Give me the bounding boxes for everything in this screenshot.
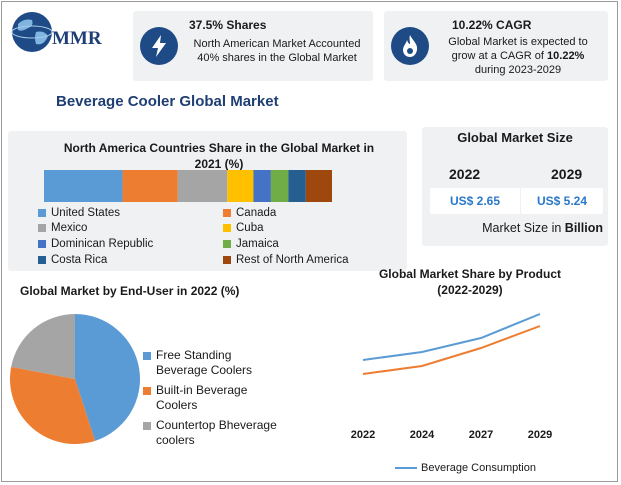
x-tick-2022: 2022 bbox=[350, 429, 376, 441]
bar-segment-dominican-republic bbox=[253, 170, 271, 202]
bar-segment-costa-rica bbox=[288, 170, 306, 202]
logo-text: MMR bbox=[52, 28, 102, 49]
country-share-title: North America Countries Share in the Glo… bbox=[63, 141, 375, 171]
pie-slice-2 bbox=[11, 314, 75, 379]
line-legend-swatch bbox=[395, 467, 417, 469]
legend-mexico: Mexico bbox=[38, 222, 87, 234]
pie-slice-0 bbox=[75, 314, 140, 441]
stat-card-shares: 37.5% Shares North American Market Accou… bbox=[133, 11, 373, 81]
end-user-title: Global Market by End-User in 2022 (%) bbox=[20, 284, 240, 298]
swatch bbox=[223, 240, 231, 248]
swatch bbox=[143, 387, 151, 395]
globe-icon bbox=[11, 12, 53, 52]
line-series-1 bbox=[362, 325, 541, 375]
country-share-bar-chart bbox=[44, 170, 332, 202]
stat-cagr-text: Global Market is expected to grow at a C… bbox=[448, 36, 588, 76]
legend-cuba: Cuba bbox=[223, 222, 264, 234]
bar-segment-mexico bbox=[177, 170, 228, 202]
year-2029: 2029 bbox=[551, 166, 583, 182]
bar-segment-united-states bbox=[44, 170, 123, 202]
swatch bbox=[143, 352, 151, 360]
pie-slice-1 bbox=[9, 366, 96, 444]
stat-card-cagr: 10.22% CAGR Global Market is expected to… bbox=[384, 11, 608, 81]
bar-segment-canada bbox=[122, 170, 178, 202]
line-legend: Beverage Consumption bbox=[395, 462, 536, 474]
product-share-line-chart bbox=[362, 313, 541, 375]
swatch bbox=[143, 422, 151, 430]
stat-shares-text: North American Market Accounted 40% shar… bbox=[193, 38, 361, 64]
market-size-unit-note: Market Size in Billion bbox=[482, 221, 603, 235]
swatch bbox=[223, 224, 231, 232]
bar-segment-cuba bbox=[227, 170, 254, 202]
product-share-title: Global Market Share by Product (2022-202… bbox=[378, 267, 562, 297]
legend-jamaica: Jamaica bbox=[223, 238, 279, 250]
swatch bbox=[38, 224, 46, 232]
pie-legend-built-in: Built-in Beverage Coolers bbox=[143, 383, 266, 413]
stat-shares-title: 37.5% Shares bbox=[189, 18, 267, 32]
swatch bbox=[223, 256, 231, 264]
stat-cagr-title: 10.22% CAGR bbox=[452, 18, 532, 32]
pie-legend-free-standing: Free Standing Beverage Coolers bbox=[143, 348, 266, 378]
swatch bbox=[38, 209, 46, 217]
market-size-title: Global Market Size bbox=[457, 130, 573, 145]
swatch bbox=[38, 256, 46, 264]
legend-costa-rica: Costa Rica bbox=[38, 254, 107, 266]
market-size-card: Global Market Size 2022 2029 US$ 2.65 US… bbox=[422, 127, 608, 246]
bar-segment-jamaica bbox=[270, 170, 289, 202]
flame-icon bbox=[391, 27, 429, 65]
legend-united-states: United States bbox=[38, 207, 120, 219]
x-tick-2029: 2029 bbox=[527, 429, 553, 441]
value-2029: US$ 5.24 bbox=[521, 188, 603, 214]
legend-rest-of-north-america: Rest of North America bbox=[223, 254, 348, 266]
x-tick-2027: 2027 bbox=[468, 429, 494, 441]
bar-segment-rest-of-north-america bbox=[305, 170, 332, 202]
swatch bbox=[38, 240, 46, 248]
pie-legend-countertop: Countertop Bheverage coolers bbox=[143, 418, 291, 448]
line-series-0 bbox=[362, 313, 541, 361]
lightning-icon bbox=[140, 27, 178, 65]
line-legend-label: Beverage Consumption bbox=[421, 462, 536, 474]
end-user-pie-chart bbox=[9, 314, 140, 444]
swatch bbox=[223, 209, 231, 217]
x-tick-2024: 2024 bbox=[409, 429, 435, 441]
page-title: Beverage Cooler Global Market bbox=[56, 93, 279, 110]
year-2022: 2022 bbox=[449, 166, 481, 182]
legend-canada: Canada bbox=[223, 207, 276, 219]
legend-dominican-republic: Dominican Republic bbox=[38, 238, 153, 250]
value-2022: US$ 2.65 bbox=[430, 188, 520, 214]
